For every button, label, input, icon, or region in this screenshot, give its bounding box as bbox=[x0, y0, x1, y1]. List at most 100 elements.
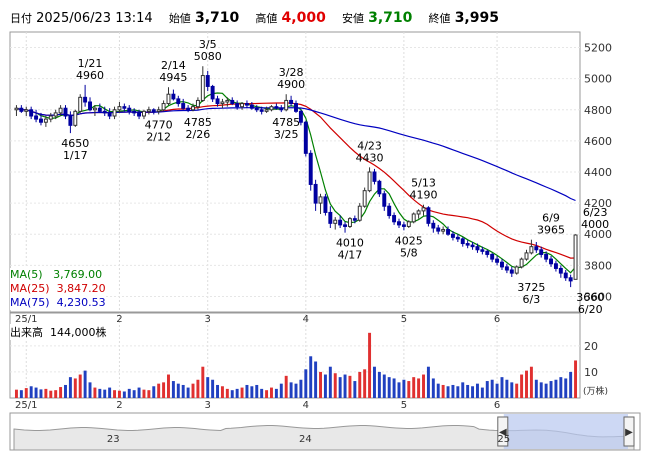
candle-body bbox=[397, 221, 401, 226]
annotation-top: 4785 bbox=[184, 116, 212, 129]
volume-bar bbox=[495, 383, 499, 398]
annotation-bottom: 4945 bbox=[159, 71, 187, 84]
candle-body bbox=[107, 112, 112, 117]
candle-body bbox=[195, 99, 200, 108]
volume-bar bbox=[461, 382, 465, 398]
high-value: 4,000 bbox=[281, 10, 326, 26]
annotation-bottom: 6/20 bbox=[578, 303, 603, 316]
candle-body bbox=[490, 253, 495, 260]
candle-body bbox=[284, 99, 289, 111]
volume-bar bbox=[309, 356, 313, 398]
candle-body bbox=[544, 253, 549, 260]
volume-bar bbox=[83, 370, 87, 398]
annotation-bottom: 3/25 bbox=[274, 128, 299, 141]
low-label: 安値 bbox=[341, 12, 364, 25]
volume-tick-label: 20 bbox=[584, 340, 598, 353]
volume-bar bbox=[431, 378, 435, 398]
volume-bar bbox=[333, 373, 337, 398]
volume-bar bbox=[113, 390, 117, 398]
volume-bar bbox=[29, 386, 33, 398]
volume-bar bbox=[250, 386, 254, 398]
candle-body bbox=[78, 96, 83, 112]
candle-body bbox=[377, 180, 382, 195]
volume-bar bbox=[127, 388, 131, 398]
annotation-top: 6/9 bbox=[542, 212, 560, 225]
volume-bar bbox=[490, 379, 494, 398]
candle-body bbox=[132, 110, 137, 114]
volume-month-tick-label: 6 bbox=[494, 400, 500, 411]
candle-body bbox=[573, 234, 578, 280]
candle-body bbox=[568, 277, 573, 282]
volume-bar bbox=[157, 383, 161, 398]
volume-bar bbox=[304, 369, 308, 398]
volume-bar bbox=[98, 388, 102, 398]
annotation-top: 4/23 bbox=[357, 139, 382, 152]
volume-bar bbox=[255, 384, 259, 398]
volume-bar bbox=[162, 382, 166, 398]
candle-body bbox=[514, 266, 519, 274]
candle-body bbox=[539, 249, 544, 255]
volume-bar bbox=[368, 332, 372, 398]
candle-body bbox=[122, 106, 127, 109]
volume-bar bbox=[294, 383, 298, 398]
volume-bar bbox=[191, 383, 195, 398]
annotation-bottom: 1/17 bbox=[63, 149, 88, 162]
candle-body bbox=[347, 218, 352, 227]
candle-body bbox=[24, 109, 29, 112]
annotation-bottom: 4900 bbox=[277, 78, 305, 91]
volume-bar bbox=[59, 387, 63, 398]
annotation-top: 4010 bbox=[336, 237, 364, 250]
price-tick-label: 3800 bbox=[584, 259, 612, 272]
candle-body bbox=[289, 99, 294, 105]
candle-body bbox=[200, 75, 205, 101]
month-tick-label: 5 bbox=[401, 314, 407, 325]
candle-body bbox=[431, 222, 436, 229]
candle-body bbox=[137, 112, 142, 117]
volume-bar bbox=[279, 383, 283, 398]
candle-body bbox=[259, 109, 264, 112]
volume-title: 出来高 144,000株 bbox=[10, 324, 107, 340]
overview-year-label: 23 bbox=[107, 434, 120, 445]
annotation-bottom: 3965 bbox=[537, 224, 565, 237]
right-handle-icon: ▶ bbox=[625, 427, 633, 438]
candle-body bbox=[436, 227, 441, 232]
overview-year-label: 24 bbox=[299, 434, 312, 445]
candle-body bbox=[553, 263, 558, 269]
volume-bar bbox=[34, 387, 38, 398]
candle-body bbox=[73, 110, 78, 126]
annotation-bottom: 4430 bbox=[356, 151, 384, 164]
candle-body bbox=[29, 109, 34, 117]
volume-bar bbox=[142, 389, 146, 398]
volume-bar bbox=[167, 374, 170, 398]
volume-bar bbox=[122, 391, 126, 398]
volume-bar bbox=[103, 389, 107, 398]
candle-body bbox=[534, 246, 539, 251]
volume-bar bbox=[49, 390, 53, 398]
volume-bar bbox=[485, 381, 489, 398]
volume-bar bbox=[245, 384, 249, 398]
candle-body bbox=[176, 98, 181, 105]
candle-body bbox=[146, 109, 151, 112]
volume-bar bbox=[196, 379, 200, 398]
volume-bar bbox=[14, 389, 18, 398]
volume-bar bbox=[574, 360, 578, 398]
candle-body bbox=[254, 107, 259, 111]
candle-body bbox=[362, 190, 367, 207]
volume-bar bbox=[559, 377, 563, 398]
price-tick-label: 4400 bbox=[584, 166, 612, 179]
volume-bar bbox=[235, 388, 239, 398]
date-label: 日付 bbox=[10, 12, 32, 25]
month-tick-label: 6 bbox=[494, 314, 500, 325]
volume-bar bbox=[372, 366, 376, 398]
candle-body bbox=[264, 109, 269, 112]
volume-month-tick-label: 4 bbox=[303, 400, 309, 411]
volume-bar bbox=[529, 366, 533, 398]
volume-bar bbox=[520, 374, 524, 398]
volume-bar bbox=[152, 386, 156, 398]
volume-bar bbox=[88, 382, 92, 398]
volume-unit-label: (万株) bbox=[583, 385, 608, 397]
volume-bar bbox=[382, 374, 386, 398]
volume-bar bbox=[284, 375, 288, 398]
close-value: 3,995 bbox=[454, 10, 499, 26]
